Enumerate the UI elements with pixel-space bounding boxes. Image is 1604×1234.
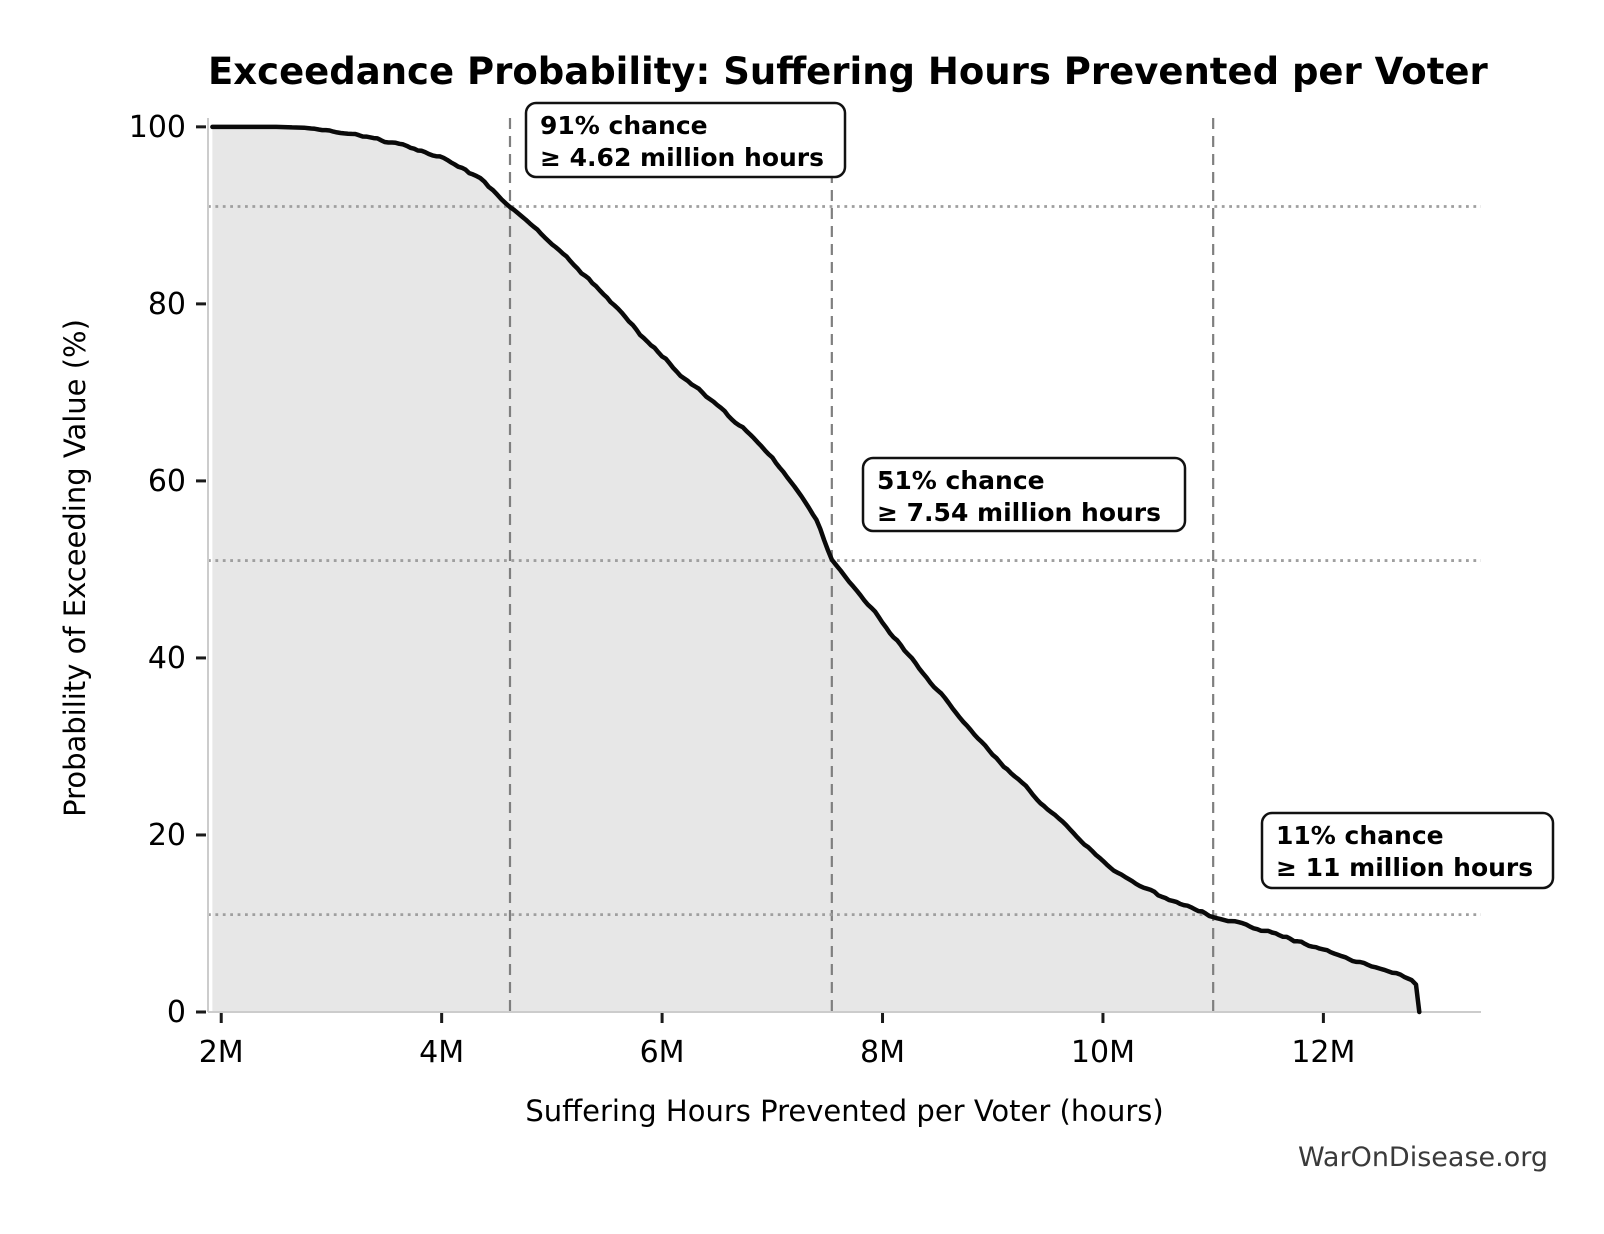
y-axis-label: Probability of Exceeding Value (%)	[58, 319, 92, 817]
exceedance-curve	[210, 124, 1422, 1015]
annotation-chance-91pct: 91% chance	[540, 111, 708, 140]
y-tick-label-0: 0	[167, 995, 186, 1030]
annotation-chance-51pct: 51% chance	[877, 466, 1045, 495]
x-tick-label-8M: 8M	[860, 1035, 905, 1070]
x-tick-label-2M: 2M	[199, 1035, 244, 1070]
x-axis-label: Suffering Hours Prevented per Voter (hou…	[525, 1094, 1164, 1128]
y-tick-label-80: 80	[148, 287, 186, 322]
annotation-box-11pct	[1260, 811, 1555, 890]
annotation-box-91pct	[524, 101, 847, 179]
y-tick-label-40: 40	[148, 641, 186, 676]
y-tick-label-20: 20	[148, 818, 186, 853]
annotation-threshold-4.62M: ≥ 4.62 million hours	[540, 143, 824, 172]
y-tick-label-100: 100	[129, 110, 186, 145]
x-tick-label-4M: 4M	[419, 1035, 464, 1070]
watermark-text: WarOnDisease.org	[1297, 1142, 1548, 1173]
x-tick-label-10M: 10M	[1071, 1035, 1135, 1070]
y-tick-label-60: 60	[148, 464, 186, 499]
area-fill	[212, 126, 1420, 1012]
x-tick-label-6M: 6M	[640, 1035, 685, 1070]
annotation-chance-11pct: 11% chance	[1276, 821, 1444, 850]
annotation-threshold-7.54M: ≥ 7.54 million hours	[877, 498, 1161, 527]
annotation-threshold-11M: ≥ 11 million hours	[1276, 853, 1533, 882]
chart-title: Exceedance Probability: Suffering Hours …	[208, 50, 1488, 93]
x-tick-label-12M: 12M	[1291, 1035, 1355, 1070]
annotation-box-51pct	[861, 456, 1187, 533]
